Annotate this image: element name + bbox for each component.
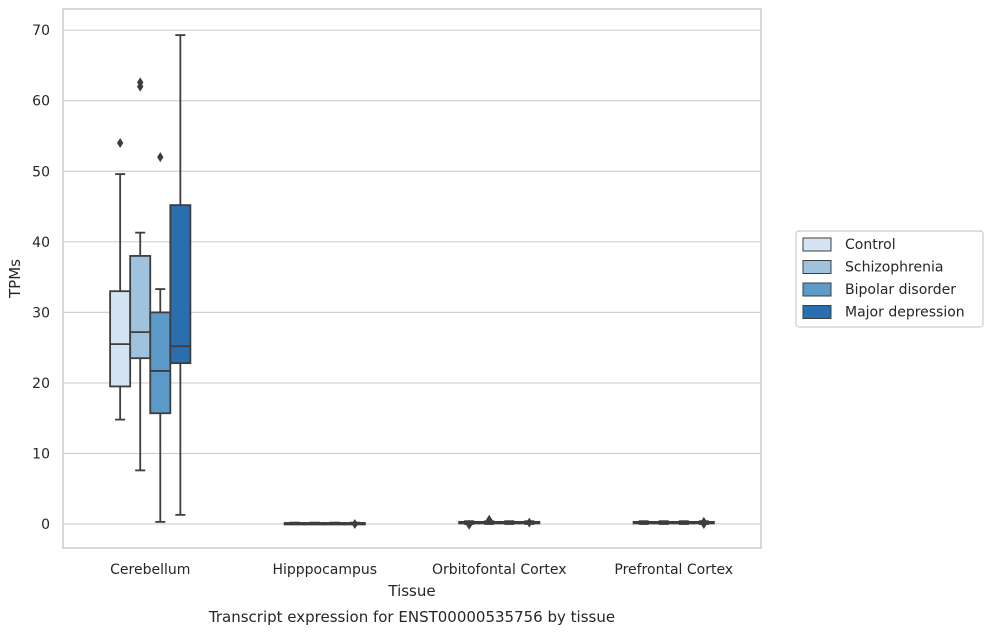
box-iqr bbox=[149, 311, 172, 415]
legend-label: Control bbox=[845, 237, 896, 253]
plot-frame bbox=[62, 8, 762, 549]
outlier-point bbox=[526, 517, 533, 528]
y-tick-label: 20 bbox=[32, 376, 50, 392]
box-3-3 bbox=[692, 516, 715, 530]
box-0-0 bbox=[109, 138, 132, 421]
y-tick-label: 40 bbox=[32, 235, 50, 251]
box-2-1 bbox=[478, 514, 501, 525]
legend-frame bbox=[795, 230, 984, 328]
x-axis-title: Tissue bbox=[387, 582, 435, 600]
x-tick-label: Hipppocampus bbox=[272, 562, 377, 578]
x-tick-labels: Cerebellum Hipppocampus Orbitofontal Corte… bbox=[110, 562, 733, 578]
y-tick-label: 10 bbox=[32, 446, 50, 462]
x-tick-label: Cerebellum bbox=[110, 562, 190, 578]
outlier-point bbox=[137, 77, 144, 88]
box-0-3 bbox=[169, 34, 192, 516]
outlier-point bbox=[351, 519, 359, 530]
legend-label: Schizophrenia bbox=[845, 260, 943, 276]
legend-item: Schizophrenia bbox=[802, 260, 943, 276]
box-iqr bbox=[129, 255, 152, 360]
outlier-point bbox=[116, 138, 124, 149]
outlier-point bbox=[486, 514, 493, 525]
legend-swatch bbox=[802, 282, 832, 297]
box-iqr bbox=[109, 290, 132, 388]
box-1-3 bbox=[343, 519, 366, 530]
legend-label: Bipolar disorder bbox=[845, 282, 956, 298]
legend-item: Control bbox=[802, 237, 896, 253]
box-1-0 bbox=[283, 521, 306, 526]
box-1-1 bbox=[303, 521, 326, 526]
y-tick-label: 0 bbox=[41, 517, 50, 533]
y-tick-label: 70 bbox=[32, 23, 50, 39]
box-iqr bbox=[169, 204, 192, 365]
box-0-2 bbox=[149, 152, 172, 523]
legend-item: Major depression bbox=[802, 305, 965, 321]
legend-swatch bbox=[802, 237, 832, 252]
y-tick-labels: 0 10 20 30 40 50 60 70 bbox=[32, 23, 50, 533]
box-2-0 bbox=[458, 519, 481, 530]
outlier-point bbox=[465, 519, 473, 530]
box-2-2 bbox=[498, 520, 521, 525]
outlier-point bbox=[700, 516, 708, 527]
y-tick-label: 60 bbox=[32, 94, 50, 110]
y-tick-label: 50 bbox=[32, 164, 50, 180]
boxes bbox=[109, 34, 715, 530]
box-2-3 bbox=[518, 517, 541, 528]
y-tick-label: 30 bbox=[32, 305, 50, 321]
legend-swatch bbox=[802, 260, 832, 274]
gridlines bbox=[63, 29, 761, 525]
box-3-0 bbox=[632, 520, 655, 525]
box-3-2 bbox=[672, 520, 695, 525]
chart-caption: Transcript expression for ENST0000053575… bbox=[208, 608, 615, 626]
box-0-1 bbox=[129, 77, 152, 472]
legend-item: Bipolar disorder bbox=[802, 282, 956, 298]
y-axis-title: TPMs bbox=[6, 259, 24, 299]
x-tick-label: Prefrontal Cortex bbox=[614, 562, 733, 578]
legend: Control Schizophrenia Bipolar disorder Majo… bbox=[795, 230, 984, 328]
box-3-1 bbox=[652, 520, 675, 525]
legend-swatch bbox=[802, 305, 832, 319]
legend-label: Major depression bbox=[845, 305, 965, 321]
x-tick-label: Orbitofontal Cortex bbox=[432, 562, 567, 578]
box-1-2 bbox=[323, 521, 346, 526]
outlier-point bbox=[157, 152, 164, 163]
